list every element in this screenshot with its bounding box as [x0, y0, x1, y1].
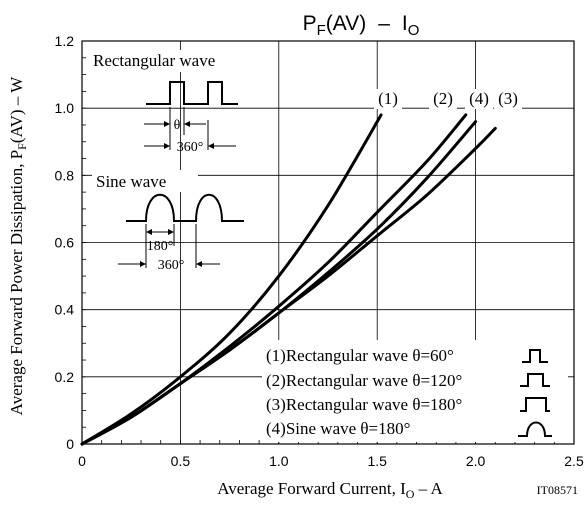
- legend-entry: (4)Sine wave θ=180°: [266, 419, 410, 438]
- x-axis-label: Average Forward Current, IO – A: [217, 479, 443, 501]
- arrowhead-icon: [164, 121, 170, 127]
- legend: (1)Rectangular wave θ=60° (2)Rectangular…: [262, 340, 568, 442]
- legend-entry: (1)Rectangular wave θ=60°: [266, 346, 454, 365]
- arrowhead-icon: [164, 143, 170, 149]
- series-line: [80, 113, 383, 446]
- series-label-background: [374, 89, 402, 109]
- pulse-180-icon: [520, 397, 550, 412]
- chart-title: PF(AV) – IO: [303, 12, 420, 39]
- inset-rect-theta: θ: [174, 118, 181, 133]
- y-tick-label: 1.2: [55, 33, 75, 49]
- x-tick-label: 0: [78, 453, 86, 469]
- inset-rect-title: Rectangular wave: [93, 51, 215, 70]
- x-tick-label: 0.5: [171, 453, 191, 469]
- figure-code: IT08571: [537, 483, 578, 497]
- arrowhead-icon: [184, 121, 190, 127]
- y-tick-label: 0.4: [55, 302, 75, 318]
- series-label: (1): [378, 89, 398, 108]
- series-lines: [80, 113, 497, 446]
- pulse-60-icon: [522, 349, 548, 363]
- arrowhead-icon: [140, 261, 146, 267]
- legend-entry: (3)Rectangular wave θ=180°: [266, 395, 462, 414]
- arrowhead-icon: [196, 261, 202, 267]
- y-tick-label: 1.0: [55, 100, 75, 116]
- arrowhead-icon: [168, 229, 174, 235]
- sine-waveform-icon: [126, 193, 244, 222]
- series-line: [80, 120, 478, 446]
- inset-sine-title: Sine wave: [96, 172, 166, 191]
- axis-ticks: 0 0.5 1.0 1.5 2.0 2.5 0 0.2 0.4 0.6 0.8 1.0 1.2: [55, 33, 584, 469]
- rectangular-waveform-icon: [146, 81, 238, 105]
- pulse-120-icon: [520, 373, 550, 387]
- x-tick-label: 1.0: [269, 453, 289, 469]
- inset-sine-period: 360°: [158, 258, 185, 273]
- arrowhead-icon: [208, 143, 214, 149]
- x-tick-label: 1.5: [367, 453, 387, 469]
- y-tick-label: 0.8: [55, 167, 75, 183]
- x-tick-label: 2.0: [466, 453, 486, 469]
- inset-sine-conduction: 180°: [147, 239, 174, 254]
- series-label: (4): [469, 89, 489, 108]
- x-tick-label: 2.5: [564, 453, 584, 469]
- legend-entry: (2)Rectangular wave θ=120°: [266, 371, 462, 390]
- series-label-background: [494, 89, 522, 109]
- series-labels: (1) (2) (3) (4): [374, 89, 522, 109]
- series-label: (2): [433, 89, 453, 108]
- half-sine-icon: [518, 421, 552, 437]
- arrowhead-icon: [146, 229, 152, 235]
- y-axis-label: Average Forward Power Dissipation, PF(AV…: [7, 76, 29, 416]
- inset-rectangular-wave: Rectangular wave θ 360°: [90, 50, 250, 155]
- inset-sine-wave: Sine wave 180° 360°: [92, 170, 244, 273]
- y-tick-label: 0: [66, 436, 74, 452]
- y-tick-label: 0.6: [55, 235, 75, 251]
- series-label-background: [465, 89, 493, 109]
- series-label: (3): [498, 89, 518, 108]
- inset-rect-period: 360°: [177, 140, 204, 155]
- series-label-background: [429, 89, 457, 109]
- y-tick-label: 0.2: [55, 369, 75, 385]
